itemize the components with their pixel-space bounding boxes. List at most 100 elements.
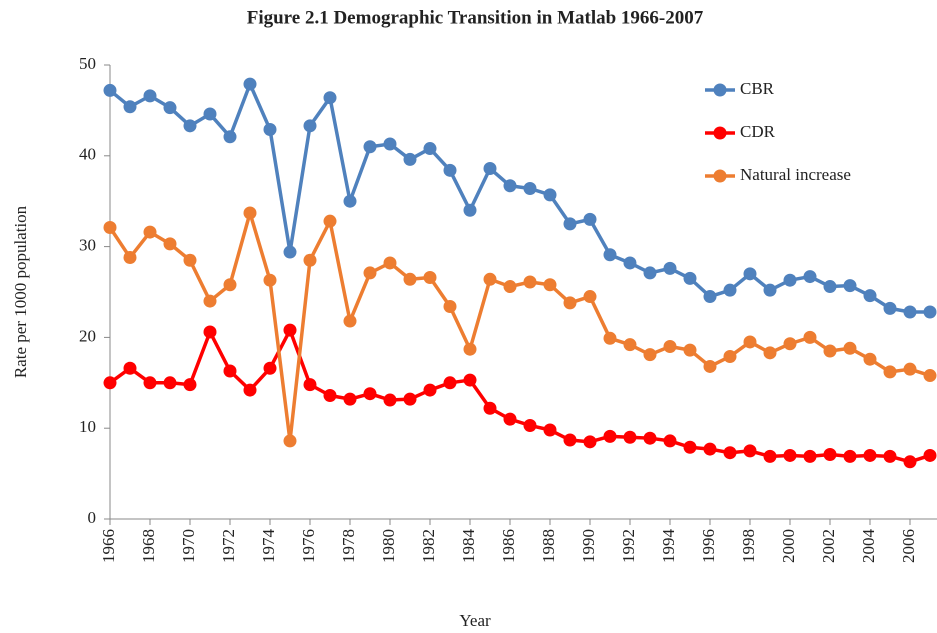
data-point	[723, 349, 737, 363]
data-point	[683, 343, 697, 357]
y-axis-title: Rate per 1000 population	[11, 205, 30, 378]
data-point	[263, 122, 277, 136]
data-point	[803, 330, 817, 344]
data-point	[243, 206, 257, 220]
data-point	[543, 278, 557, 292]
data-point	[483, 401, 497, 415]
legend-marker	[713, 83, 727, 97]
data-point	[143, 376, 157, 390]
legend-label: CDR	[740, 122, 776, 141]
x-tick-label: 1978	[339, 529, 358, 563]
data-point	[323, 389, 337, 403]
data-point	[223, 278, 237, 292]
data-point	[303, 119, 317, 133]
data-point	[383, 256, 397, 270]
data-point	[583, 290, 597, 304]
x-tick-label: 1970	[179, 529, 198, 563]
data-point	[183, 378, 197, 392]
data-point	[743, 335, 757, 349]
data-point	[423, 142, 437, 156]
data-point	[883, 449, 897, 463]
data-point	[763, 449, 777, 463]
data-point	[903, 455, 917, 469]
data-point	[703, 359, 717, 373]
data-point	[283, 245, 297, 259]
x-tick-label: 1976	[299, 529, 318, 563]
data-point	[823, 448, 837, 462]
data-point	[843, 279, 857, 293]
x-tick-label: 1968	[139, 529, 158, 563]
data-point	[143, 89, 157, 103]
data-point	[623, 256, 637, 270]
y-tick-label: 20	[79, 326, 96, 345]
legend-label: CBR	[740, 79, 775, 98]
y-tick-label: 10	[79, 417, 96, 436]
data-point	[823, 280, 837, 294]
data-point	[843, 341, 857, 355]
y-tick-label: 50	[79, 54, 96, 73]
data-point	[443, 300, 457, 314]
data-point	[603, 248, 617, 262]
data-point	[623, 430, 637, 444]
data-point	[283, 434, 297, 448]
data-point	[683, 440, 697, 454]
data-point	[303, 253, 317, 267]
data-point	[883, 301, 897, 315]
data-point	[603, 429, 617, 443]
data-point	[523, 418, 537, 432]
y-tick-label: 30	[79, 236, 96, 255]
data-point	[463, 203, 477, 217]
legend-label: Natural increase	[740, 165, 851, 184]
data-point	[903, 362, 917, 376]
x-tick-label: 1996	[699, 529, 718, 563]
data-point	[123, 250, 137, 264]
data-point	[283, 323, 297, 337]
data-point	[543, 188, 557, 202]
data-point	[583, 212, 597, 226]
legend-marker	[713, 126, 727, 140]
data-point	[503, 280, 517, 294]
x-tick-label: 2000	[779, 529, 798, 563]
data-point	[203, 325, 217, 339]
x-tick-label: 1990	[579, 529, 598, 563]
data-point	[303, 378, 317, 392]
data-point	[563, 296, 577, 310]
data-point	[443, 163, 457, 177]
data-point	[343, 392, 357, 406]
x-tick-label: 1966	[99, 529, 118, 563]
data-point	[743, 444, 757, 458]
data-point	[623, 338, 637, 352]
data-point	[403, 152, 417, 166]
data-point	[583, 435, 597, 449]
x-tick-label: 1994	[659, 529, 678, 564]
data-point	[843, 449, 857, 463]
data-point	[743, 267, 757, 281]
data-point	[223, 364, 237, 378]
data-point	[223, 130, 237, 144]
x-tick-label: 1980	[379, 529, 398, 563]
x-tick-label: 1986	[499, 529, 518, 563]
data-point	[103, 376, 117, 390]
data-point	[863, 352, 877, 366]
data-point	[763, 283, 777, 297]
data-point	[723, 283, 737, 297]
data-point	[783, 273, 797, 287]
data-point	[363, 140, 377, 154]
data-point	[703, 442, 717, 456]
data-point	[443, 376, 457, 390]
data-point	[183, 119, 197, 133]
data-point	[883, 365, 897, 379]
x-tick-label: 1974	[259, 529, 278, 564]
data-point	[643, 266, 657, 280]
data-point	[203, 294, 217, 308]
data-point	[343, 314, 357, 328]
legend-marker	[713, 169, 727, 183]
data-point	[163, 376, 177, 390]
data-point	[783, 448, 797, 462]
data-point	[803, 449, 817, 463]
data-point	[923, 448, 937, 462]
series-line	[108, 328, 931, 464]
data-point	[363, 387, 377, 401]
x-tick-label: 2002	[819, 529, 838, 563]
x-tick-label: 1972	[219, 529, 238, 563]
